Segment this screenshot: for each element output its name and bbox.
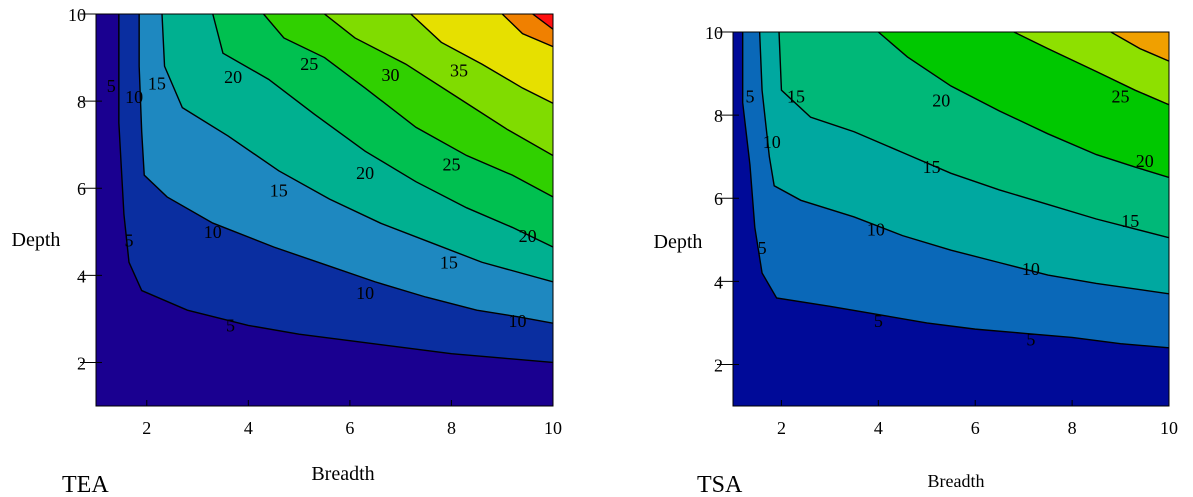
contour-label: 5 [125, 230, 134, 250]
plot-frame [732, 31, 1170, 407]
contour-line-25 [263, 14, 553, 198]
contour-band-6 [1110, 32, 1169, 62]
y-tick-label: 4 [714, 272, 723, 292]
contour-line-20 [212, 14, 553, 248]
panel-label: TSA [697, 472, 743, 497]
contour-label: 10 [867, 219, 885, 239]
y-tick-label: 10 [68, 5, 86, 25]
contour-label: 15 [1121, 211, 1139, 231]
contour-line-30 [324, 14, 553, 157]
contour-label: 30 [382, 65, 400, 85]
y-axis-label: Depth [654, 231, 703, 253]
contour-label: 10 [356, 283, 374, 303]
x-tick-label: 8 [1068, 418, 1077, 438]
y-axis-label: Depth [12, 229, 61, 251]
contour-label: 15 [440, 252, 458, 272]
x-tick-label: 10 [1160, 418, 1178, 438]
contour-band-8 [502, 14, 553, 47]
contour-line-5 [118, 14, 553, 364]
x-axis-label: Breadth [311, 463, 374, 485]
contour-label: 35 [450, 61, 468, 81]
x-tick-label: 4 [244, 418, 253, 438]
contour-label: 20 [932, 91, 950, 111]
contour-line-15 [161, 14, 553, 283]
x-tick-label: 2 [142, 418, 151, 438]
contour-line-40 [501, 14, 553, 48]
x-tick-label: 2 [777, 418, 786, 438]
contour-line-45 [532, 14, 553, 30]
contour-line-35 [410, 14, 553, 104]
contour-label: 5 [1026, 330, 1035, 350]
contour-label: 10 [508, 311, 526, 331]
contour-line-5 [741, 32, 1169, 349]
x-axis-label: Breadth [928, 471, 985, 491]
contour-label: 25 [1112, 86, 1130, 106]
y-tick-label: 2 [714, 355, 723, 375]
y-tick-label: 8 [77, 92, 86, 112]
contour-label: 5 [874, 311, 883, 331]
contour-label: 15 [270, 180, 288, 200]
contour-line-30 [1110, 32, 1169, 62]
contour-label: 20 [1136, 151, 1154, 171]
contour-label: 25 [442, 154, 460, 174]
tsa-panel: 5 5 5 5 10 10 10 15 15 15 20 20 25 2 4 6 8 10 2 4 6 8 10 Depth B… [654, 23, 1178, 497]
contour-label: 5 [226, 315, 235, 335]
y-tick-label: 2 [77, 353, 86, 373]
contour-area [733, 32, 1169, 406]
contour-label: 20 [356, 163, 374, 183]
panel-label: TEA [62, 472, 109, 497]
y-tick-label: 6 [714, 189, 723, 209]
x-tick-label: 6 [345, 418, 354, 438]
contour-label: 5 [107, 76, 116, 96]
x-tick-label: 4 [874, 418, 883, 438]
y-tick-label: 4 [77, 266, 86, 286]
contour-line-10 [138, 14, 553, 324]
x-tick-label: 10 [544, 418, 562, 438]
contour-line-20 [877, 32, 1169, 179]
y-tick-label: 6 [77, 179, 86, 199]
contour-label: 15 [787, 86, 805, 106]
contour-band-7 [410, 14, 553, 104]
x-tick-label: 8 [447, 418, 456, 438]
contour-label: 5 [758, 238, 767, 258]
contour-label: 15 [923, 157, 941, 177]
contour-label: 10 [1022, 259, 1040, 279]
contour-label: 10 [204, 222, 222, 242]
contour-line-25 [1013, 32, 1169, 106]
contour-area [96, 14, 553, 406]
y-tick-label: 10 [705, 23, 723, 43]
contour-label: 20 [224, 67, 242, 87]
x-tick-label: 6 [971, 418, 980, 438]
contour-label: 10 [125, 87, 143, 107]
contour-line-10 [758, 32, 1169, 295]
contour-line-15 [778, 32, 1169, 239]
contour-label: 15 [148, 74, 166, 94]
contour-label: 20 [519, 226, 537, 246]
y-tick-label: 8 [714, 106, 723, 126]
plot-frame [95, 13, 554, 407]
contour-label: 25 [300, 54, 318, 74]
contour-label: 10 [763, 132, 781, 152]
contour-label: 5 [745, 86, 754, 106]
